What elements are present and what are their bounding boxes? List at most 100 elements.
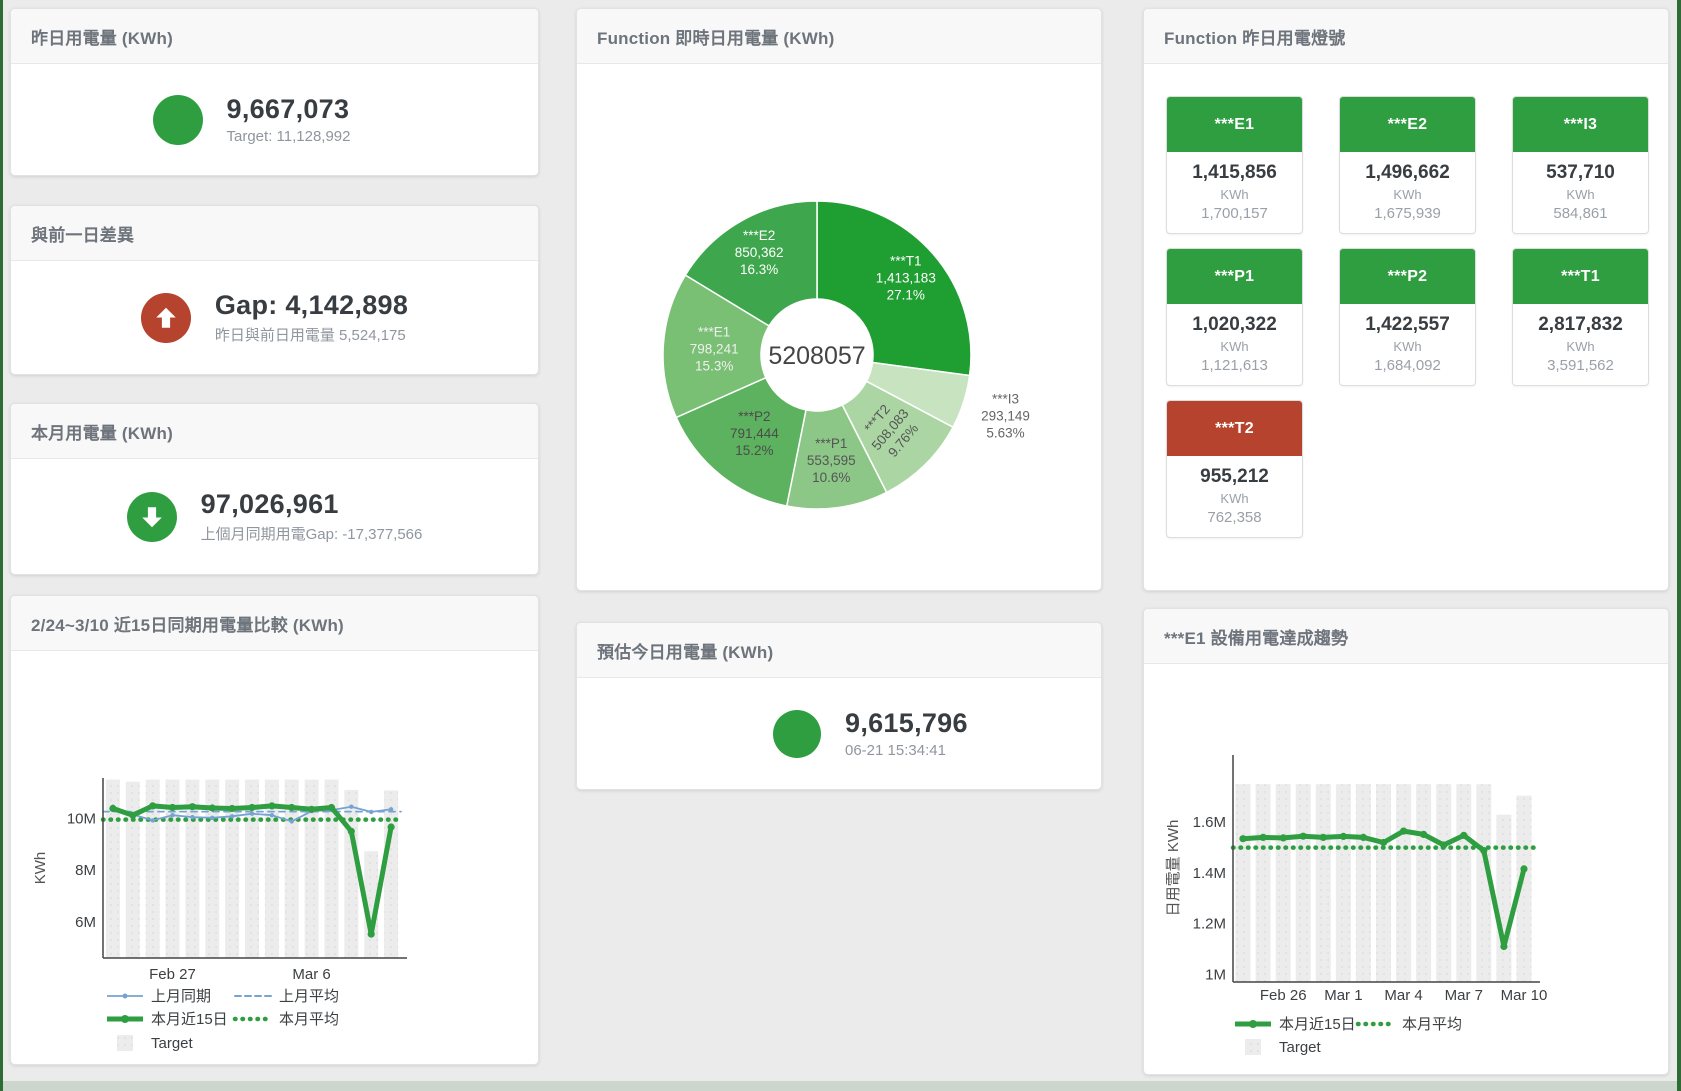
svg-text:5208057: 5208057 [768, 342, 865, 370]
card-title: Function 昨日用電燈號 [1164, 28, 1346, 48]
svg-text:日用電量 KWh: 日用電量 KWh [1165, 820, 1182, 917]
tile-value: 1,415,856 [1192, 162, 1277, 183]
card-header: 預估今日用電量 (KWh) [577, 623, 1101, 678]
card-header: 2/24~3/10 近15日同期用電量比較 (KWh) [11, 596, 538, 651]
svg-text:Target: Target [1279, 1039, 1322, 1056]
card-realtime-donut: Function 即時日用電量 (KWh) ***T1 1,413,183 27.1… [576, 8, 1102, 591]
tile-target: 1,700,157 [1201, 205, 1268, 222]
svg-text:本月平均: 本月平均 [1402, 1016, 1462, 1033]
tile-body: 1,496,662 KWh 1,675,939 [1340, 152, 1475, 233]
stat-value: Gap: 4,142,898 [214, 289, 409, 320]
svg-text:1.2M: 1.2M [1193, 916, 1226, 933]
card-title: Function 即時日用電量 (KWh) [597, 28, 835, 48]
stat-subtitle: 上個月同期用電Gap: -17,377,566 [200, 526, 423, 544]
card-body: Gap: 4,142,898 昨日與前日用電量 5,524,175 [11, 261, 538, 374]
stat-value: 9,615,796 [845, 707, 968, 738]
card-title: 昨日用電量 (KWh) [31, 28, 173, 48]
card-title: ***E1 設備用電達成趨勢 [1164, 628, 1349, 648]
stat-subtitle: Target: 11,128,992 [226, 128, 351, 146]
svg-text:Feb 27: Feb 27 [149, 966, 196, 983]
tile-target: 762,358 [1207, 509, 1262, 526]
realtime-usage-donut-chart[interactable]: ***T1 1,413,183 27.1%***I3 293,149 5.63%***T… [577, 64, 1101, 590]
card-body: 6M 8M 10M Feb 27 Mar 6 KWh 上月同期 上月平均 本月近15日 本月平均 T… [11, 651, 538, 1063]
page-edge-bottom [0, 1081, 1681, 1091]
tile-status-header: ***E1 [1167, 97, 1302, 152]
card-body: 1M 1.2M 1.4M 1.6M Feb 26 Mar 1 Mar 4 Mar 7 Mar 1… [1144, 664, 1668, 1074]
tile-body: 537,710 KWh 584,861 [1513, 152, 1648, 233]
card-yesterday-usage: 昨日用電量 (KWh) 9,667,073 Target: 11,128,992 [10, 8, 539, 176]
tile-status-header: ***E2 [1340, 97, 1475, 152]
tile-target: 1,684,092 [1374, 357, 1441, 374]
tile-status-header: ***I3 [1513, 97, 1648, 152]
tile-status-header: ***P2 [1340, 249, 1475, 304]
e1-trend-chart[interactable]: 1M 1.2M 1.4M 1.6M Feb 26 Mar 1 Mar 4 Mar 7 Mar 1… [1144, 664, 1668, 1074]
stat-block: Gap: 4,142,898 昨日與前日用電量 5,524,175 [215, 290, 408, 345]
svg-text:1M: 1M [1205, 966, 1226, 983]
svg-text:Feb 26: Feb 26 [1260, 987, 1307, 1004]
card-estimate-today: 預估今日用電量 (KWh) 9,615,796 06-21 15:34:41 [576, 622, 1102, 790]
tile-unit: KWh [1566, 187, 1595, 202]
card-header: ***E1 設備用電達成趨勢 [1144, 609, 1668, 664]
card-status-lights: Function 昨日用電燈號 ***E1 1,415,856 KWh 1,700,1… [1143, 8, 1669, 591]
light-tile-p2: ***P2 1,422,557 KWh 1,684,092 [1339, 248, 1476, 386]
tile-body: 955,212 KWh 762,358 [1167, 456, 1302, 537]
card-body: 97,026,961 上個月同期用電Gap: -17,377,566 [11, 459, 538, 574]
arrow-up-icon [140, 292, 191, 343]
light-tile-i3: ***I3 537,710 KWh 584,861 [1512, 96, 1649, 234]
tile-value: 2,817,832 [1538, 314, 1623, 335]
tile-unit: KWh [1566, 339, 1595, 354]
card-e1-trend-chart: ***E1 設備用電達成趨勢 1M 1.2M 1.4M 1.6M Feb 26 Mar 1… [1143, 608, 1669, 1075]
card-body: ***T1 1,413,183 27.1% ***I3 293,149 5.63% ***T… [577, 64, 1101, 590]
tile-value: 537,710 [1546, 162, 1615, 183]
light-tile-t1: ***T1 2,817,832 KWh 3,591,562 [1512, 248, 1649, 386]
page-edge-left [0, 0, 3, 1091]
tile-unit: KWh [1220, 491, 1249, 506]
svg-text:KWh: KWh [32, 852, 49, 885]
tile-unit: KWh [1393, 187, 1422, 202]
tile-body: 1,020,322 KWh 1,121,613 [1167, 304, 1302, 385]
status-circle-icon [152, 94, 203, 145]
svg-text:Target: Target [151, 1035, 194, 1052]
svg-text:Mar 6: Mar 6 [292, 966, 330, 983]
light-tile-t2: ***T2 955,212 KWh 762,358 [1166, 400, 1303, 538]
card-header: 本月用電量 (KWh) [11, 404, 538, 459]
svg-text:上月同期: 上月同期 [151, 988, 211, 1005]
svg-text:Mar 7: Mar 7 [1445, 987, 1483, 1004]
arrow-down-icon [126, 491, 177, 542]
tile-status-header: ***T1 [1513, 249, 1648, 304]
stat-value: 97,026,961 [200, 488, 339, 519]
card-header: 昨日用電量 (KWh) [11, 9, 538, 64]
card-day-gap: 與前一日差異 Gap: 4,142,898 昨日與前日用電量 5,524,175 [10, 205, 539, 375]
stat-block: 9,667,073 Target: 11,128,992 [227, 94, 397, 145]
svg-text:Mar 10: Mar 10 [1501, 987, 1548, 1004]
svg-text:1.4M: 1.4M [1193, 865, 1226, 882]
tile-target: 1,675,939 [1374, 205, 1441, 222]
lights-grid: ***E1 1,415,856 KWh 1,700,157 ***E2 1,496,662… [1144, 64, 1668, 538]
card-title: 2/24~3/10 近15日同期用電量比較 (KWh) [31, 615, 344, 635]
stat-block: 97,026,961 上個月同期用電Gap: -17,377,566 [201, 489, 423, 544]
light-tile-e1: ***E1 1,415,856 KWh 1,700,157 [1166, 96, 1303, 234]
svg-text:6M: 6M [75, 914, 96, 931]
tile-value: 955,212 [1200, 466, 1269, 487]
tile-value: 1,422,557 [1365, 314, 1450, 335]
svg-text:上月平均: 上月平均 [279, 988, 339, 1005]
card-title: 本月用電量 (KWh) [31, 423, 173, 443]
light-tile-p1: ***P1 1,020,322 KWh 1,121,613 [1166, 248, 1303, 386]
page-edge-right [1677, 0, 1681, 1091]
tile-value: 1,020,322 [1192, 314, 1277, 335]
svg-text:本月近15日: 本月近15日 [1279, 1016, 1356, 1033]
svg-text:1.6M: 1.6M [1193, 814, 1226, 831]
tile-body: 2,817,832 KWh 3,591,562 [1513, 304, 1648, 385]
tile-target: 1,121,613 [1201, 357, 1268, 374]
svg-text:Mar 4: Mar 4 [1384, 987, 1422, 1004]
svg-text:10M: 10M [67, 810, 96, 827]
tile-value: 1,496,662 [1365, 162, 1450, 183]
tile-unit: KWh [1220, 339, 1249, 354]
svg-text:Mar 1: Mar 1 [1324, 987, 1362, 1004]
